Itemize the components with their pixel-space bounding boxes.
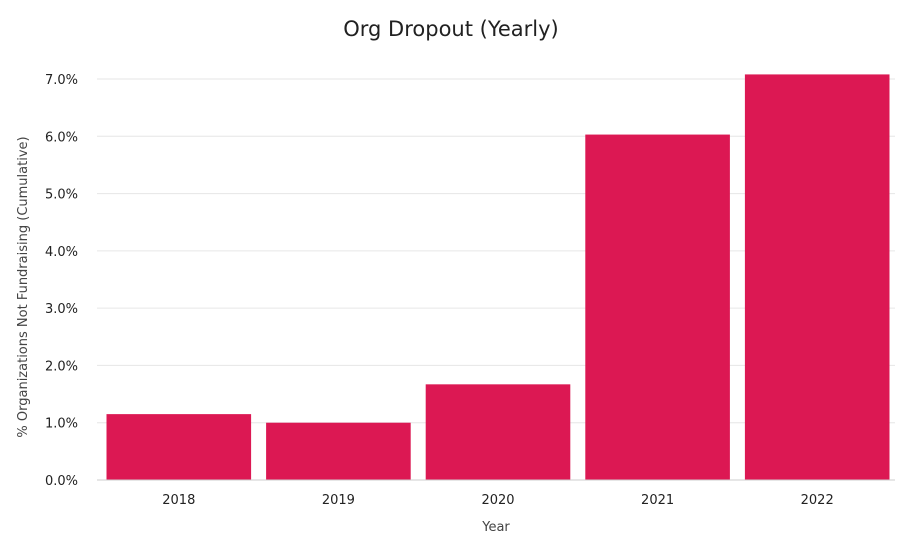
x-tick-label: 2022 xyxy=(801,493,834,508)
y-axis-ticks: 0.0% 1.0% 2.0% 3.0% 4.0% 5.0% 6.0% 7.0% xyxy=(45,73,78,489)
bar-2020 xyxy=(425,384,571,480)
y-tick-label: 6.0% xyxy=(45,130,78,145)
y-tick-label: 2.0% xyxy=(45,359,78,374)
bar-2021 xyxy=(585,134,730,480)
y-tick-label: 0.0% xyxy=(45,474,78,489)
y-tick-label: 5.0% xyxy=(45,188,78,203)
y-tick-label: 7.0% xyxy=(45,73,78,88)
y-axis-label: % Organizations Not Fundraising (Cumulat… xyxy=(16,136,31,437)
x-axis-ticks: 2018 2019 2020 2021 2022 xyxy=(162,493,833,508)
x-axis-label: Year xyxy=(481,520,510,535)
y-tick-label: 1.0% xyxy=(45,417,78,432)
chart-title: Org Dropout (Yearly) xyxy=(343,17,559,41)
y-tick-label: 3.0% xyxy=(45,302,78,317)
bar-2018 xyxy=(106,414,252,480)
bars xyxy=(106,74,890,480)
x-tick-label: 2018 xyxy=(162,493,195,508)
y-tick-label: 4.0% xyxy=(45,245,78,260)
x-tick-label: 2019 xyxy=(322,493,355,508)
bar-2019 xyxy=(266,422,411,480)
gridlines xyxy=(97,78,895,424)
bar-2022 xyxy=(744,74,890,480)
x-tick-label: 2020 xyxy=(481,493,514,508)
x-tick-label: 2021 xyxy=(641,493,674,508)
